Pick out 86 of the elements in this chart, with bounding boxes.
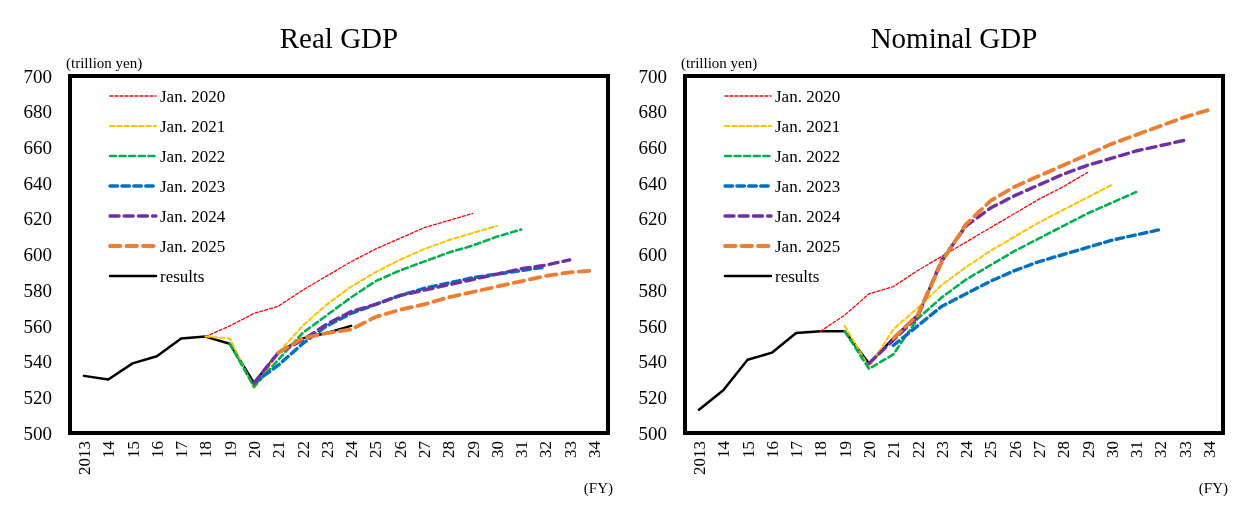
legend-label: results xyxy=(160,266,205,286)
y-tick-label: 660 xyxy=(23,137,52,159)
legend-label: Jan. 2024 xyxy=(775,206,841,226)
y-tick-label: 620 xyxy=(638,208,667,230)
y-tick-label: 560 xyxy=(23,315,52,337)
x-tick-label: 26 xyxy=(390,441,410,458)
x-tick-label: 22 xyxy=(293,441,313,458)
y-axis-title: (trillion yen) xyxy=(66,55,143,72)
y-axis-title: (trillion yen) xyxy=(681,55,758,72)
legend-label: results xyxy=(775,266,820,286)
legend-label: Jan. 2021 xyxy=(160,116,226,136)
x-tick-label: 23 xyxy=(317,441,337,458)
x-tick-label: 2013 xyxy=(74,441,94,475)
y-tick-label: 640 xyxy=(23,172,52,194)
x-tick-label: 26 xyxy=(1005,441,1025,458)
x-tick-label: 25 xyxy=(366,441,386,458)
x-tick-label: 20 xyxy=(859,441,879,458)
x-tick-label: 34 xyxy=(584,440,604,458)
legend-label: Jan. 2023 xyxy=(160,176,226,196)
x-tick-label: 23 xyxy=(932,441,952,458)
x-tick-label: 24 xyxy=(957,440,977,458)
x-tick-label: 29 xyxy=(463,441,483,458)
y-tick-label: 520 xyxy=(638,386,667,408)
x-tick-label: 16 xyxy=(147,441,167,458)
x-tick-label: 33 xyxy=(1175,441,1195,458)
x-tick-label: 25 xyxy=(981,441,1001,458)
y-tick-label: 600 xyxy=(638,244,667,266)
y-tick-label: 540 xyxy=(23,351,52,373)
legend-label: Jan. 2023 xyxy=(775,176,841,196)
y-tick-label: 600 xyxy=(23,244,52,266)
y-tick-label: 540 xyxy=(638,351,667,373)
legend-label: Jan. 2021 xyxy=(775,116,841,136)
x-tick-label: 27 xyxy=(414,440,434,458)
chart-title: Real GDP xyxy=(279,22,399,54)
x-tick-label: 31 xyxy=(1127,441,1147,458)
x-tick-label: 14 xyxy=(99,440,119,458)
x-tick-label: 30 xyxy=(487,441,507,458)
x-tick-label: 20 xyxy=(244,441,264,458)
y-tick-label: 620 xyxy=(23,208,52,230)
legend-label: Jan. 2020 xyxy=(160,86,226,106)
y-tick-label: 700 xyxy=(23,65,52,87)
y-tick-label: 500 xyxy=(23,422,52,444)
x-tick-label: 2013 xyxy=(689,441,709,475)
x-tick-label: 17 xyxy=(172,440,192,458)
legend-label: Jan. 2022 xyxy=(775,146,841,166)
x-tick-label: 28 xyxy=(439,441,459,458)
x-tick-label: 28 xyxy=(1054,441,1074,458)
x-tick-label: 34 xyxy=(1199,440,1219,458)
x-tick-label: 19 xyxy=(220,441,240,458)
x-tick-label: 14 xyxy=(714,440,734,458)
y-tick-label: 680 xyxy=(23,101,52,123)
y-tick-label: 680 xyxy=(638,101,667,123)
x-tick-label: 22 xyxy=(908,441,928,458)
x-tick-label: 16 xyxy=(762,441,782,458)
y-tick-label: 580 xyxy=(23,279,52,301)
x-tick-label: 31 xyxy=(512,441,532,458)
x-tick-label: 24 xyxy=(342,440,362,458)
y-tick-label: 700 xyxy=(638,65,667,87)
y-tick-label: 520 xyxy=(23,386,52,408)
x-tick-label: 29 xyxy=(1078,441,1098,458)
legend-label: Jan. 2022 xyxy=(160,146,226,166)
x-tick-label: 32 xyxy=(536,441,556,458)
x-axis-title: (FY) xyxy=(1198,480,1228,497)
legend-label: Jan. 2025 xyxy=(160,236,226,256)
x-tick-label: 33 xyxy=(560,441,580,458)
x-tick-label: 27 xyxy=(1029,440,1049,458)
y-tick-label: 640 xyxy=(638,172,667,194)
x-tick-label: 30 xyxy=(1102,441,1122,458)
y-tick-label: 560 xyxy=(638,315,667,337)
legend-label: Jan. 2020 xyxy=(775,86,841,106)
x-tick-label: 18 xyxy=(196,441,216,458)
y-tick-label: 500 xyxy=(638,422,667,444)
legend-label: Jan. 2024 xyxy=(160,206,226,226)
x-tick-label: 21 xyxy=(884,441,904,458)
x-tick-label: 15 xyxy=(123,441,143,458)
y-tick-label: 580 xyxy=(638,279,667,301)
x-tick-label: 18 xyxy=(811,441,831,458)
x-tick-label: 15 xyxy=(738,441,758,458)
x-axis-title: (FY) xyxy=(583,480,613,497)
legend-label: Jan. 2025 xyxy=(775,236,841,256)
x-tick-label: 17 xyxy=(787,440,807,458)
x-tick-label: 32 xyxy=(1151,441,1171,458)
y-tick-label: 660 xyxy=(638,137,667,159)
x-tick-label: 21 xyxy=(269,441,289,458)
chart-title: Nominal GDP xyxy=(870,22,1038,54)
x-tick-label: 19 xyxy=(835,441,855,458)
